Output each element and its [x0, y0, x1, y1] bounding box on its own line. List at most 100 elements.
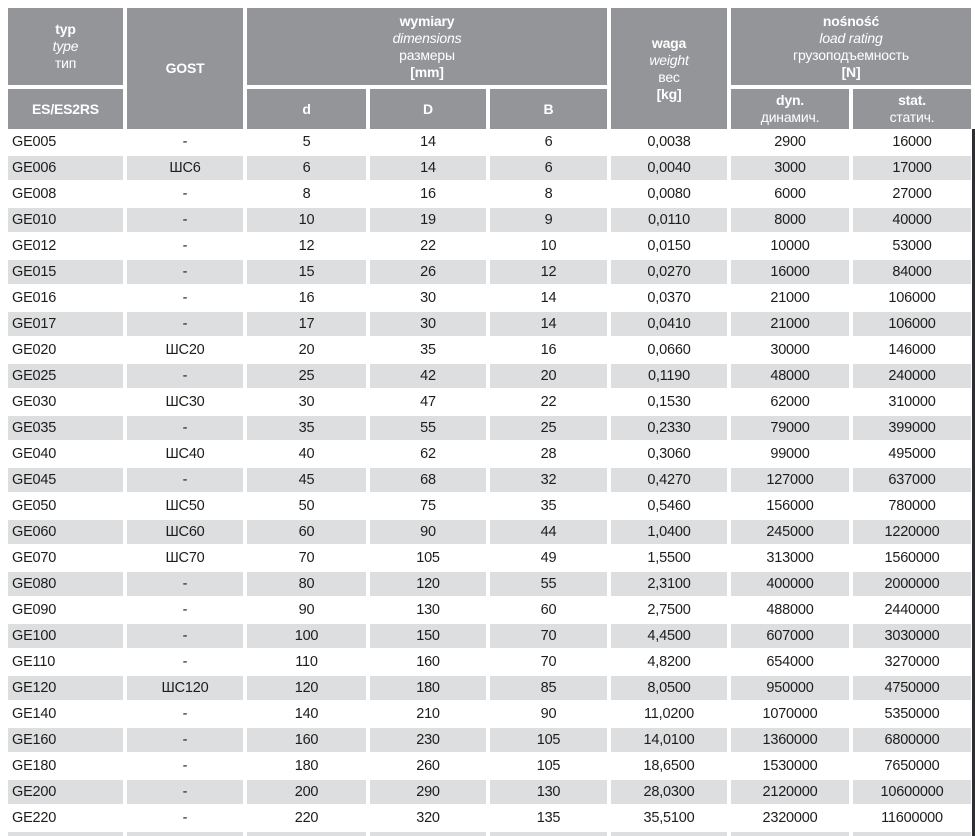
cell-D: 160	[416, 654, 440, 670]
cell-type: GE006	[8, 155, 123, 181]
cell-dyn: 21000	[770, 290, 810, 306]
cell-weight: 4,4500	[611, 623, 727, 649]
partial-row-cell	[247, 831, 366, 836]
cell-stat: 84000	[853, 259, 971, 285]
cell-weight: 0,1530	[647, 394, 691, 410]
table-header: typ type тип GOST wymiary dimensions раз…	[8, 8, 971, 129]
cell-d: 35	[247, 415, 366, 441]
header-dimensions-pl: wymiary	[399, 12, 455, 29]
cell-B: 49	[540, 550, 557, 566]
cell-weight: 4,8200	[647, 654, 691, 670]
cell-D: 230	[370, 727, 486, 753]
cell-stat: 780000	[888, 498, 936, 514]
header-weight-unit: [kg]	[656, 85, 682, 102]
cell-type: GE040	[12, 446, 57, 462]
header-type-ru: тип	[54, 55, 77, 71]
cell-dyn: 313000	[766, 550, 814, 566]
cell-B: 35	[540, 498, 557, 514]
header-col-B-label: B	[543, 100, 554, 117]
cell-d: 17	[247, 311, 366, 337]
cell-stat: 1220000	[853, 519, 971, 545]
cell-B: 60	[540, 602, 557, 618]
header-col-D: D	[370, 89, 486, 129]
cell-B: 14	[490, 311, 607, 337]
cell-type: GE030	[12, 394, 57, 410]
cell-stat: 2440000	[884, 602, 940, 618]
cell-type: GE008	[12, 186, 57, 202]
header-col-dyn-abbr: dyn.	[776, 92, 804, 108]
cell-d: 50	[298, 498, 315, 514]
cell-D: 16	[420, 186, 436, 202]
cell-gost: -	[182, 602, 188, 618]
cell-type: GE090	[12, 602, 57, 618]
header-dimensions-ru: размеры	[399, 46, 455, 63]
cell-gost: ШС6	[127, 155, 243, 181]
cell-dyn: 2900	[774, 134, 806, 150]
cell-d: 140	[294, 706, 319, 722]
cell-B: 6	[490, 155, 607, 181]
cell-weight: 35,5100	[643, 810, 695, 826]
header-weight-ru: вес	[658, 68, 680, 85]
cell-weight: 1,0400	[611, 519, 727, 545]
cell-dyn: 400000	[731, 571, 849, 597]
cell-stat: 637000	[853, 467, 971, 493]
cell-stat: 240000	[853, 363, 971, 389]
cell-stat: 495000	[888, 446, 936, 462]
cell-D: 42	[370, 363, 486, 389]
cell-d: 8	[302, 186, 311, 202]
header-col-stat: stat. статич.	[853, 89, 971, 129]
cell-weight: 18,6500	[643, 758, 695, 774]
cell-B: 105	[490, 727, 607, 753]
cell-weight: 0,4270	[611, 467, 727, 493]
header-col-dyn-ru: динамич.	[760, 109, 820, 125]
cell-D: 14	[370, 155, 486, 181]
cell-type: GE035	[8, 415, 123, 441]
cell-gost: -	[127, 467, 243, 493]
cell-type: GE160	[8, 727, 123, 753]
cell-D: 47	[420, 394, 436, 410]
cell-gost: -	[182, 654, 188, 670]
cell-d: 110	[295, 654, 318, 670]
cell-D: 14	[420, 134, 436, 150]
cell-type: GE025	[8, 363, 123, 389]
cell-weight: 0,5460	[647, 498, 691, 514]
cell-weight: 14,0100	[611, 727, 727, 753]
cell-dyn: 1360000	[731, 727, 849, 753]
cell-D: 105	[416, 550, 440, 566]
header-weight-en: weight	[649, 51, 689, 68]
cell-gost: ШС70	[165, 550, 205, 566]
cell-stat: 3030000	[853, 623, 971, 649]
cell-dyn: 127000	[731, 467, 849, 493]
cell-type: GE045	[8, 467, 123, 493]
header-load-pl: nośność	[822, 12, 880, 29]
cell-d: 60	[247, 519, 366, 545]
cell-gost: -	[127, 259, 243, 285]
cell-gost: -	[127, 571, 243, 597]
cell-dyn: 488000	[766, 602, 814, 618]
cell-D: 62	[420, 446, 436, 462]
cell-d: 200	[247, 779, 366, 805]
cell-D: 30	[420, 290, 436, 306]
cell-d: 15	[247, 259, 366, 285]
cell-type: GE020	[12, 342, 57, 358]
cell-d: 45	[247, 467, 366, 493]
header-type: typ type тип	[8, 8, 123, 85]
header-col-dyn: dyn. динамич.	[731, 89, 849, 129]
cell-type: GE200	[8, 779, 123, 805]
cell-stat: 3270000	[884, 654, 940, 670]
cell-type: GE010	[8, 207, 123, 233]
cell-stat: 1560000	[884, 550, 940, 566]
cell-gost: -	[127, 779, 243, 805]
cell-dyn: 16000	[731, 259, 849, 285]
cell-dyn: 156000	[766, 498, 814, 514]
cell-D: 30	[370, 311, 486, 337]
partial-row-cell	[490, 831, 607, 836]
cell-B: 16	[540, 342, 557, 358]
cell-B: 90	[540, 706, 557, 722]
cell-type: GE005	[12, 134, 57, 150]
cell-B: 8	[544, 186, 553, 202]
cell-B: 55	[490, 571, 607, 597]
cell-dyn: 99000	[770, 446, 810, 462]
cell-type: GE080	[8, 571, 123, 597]
